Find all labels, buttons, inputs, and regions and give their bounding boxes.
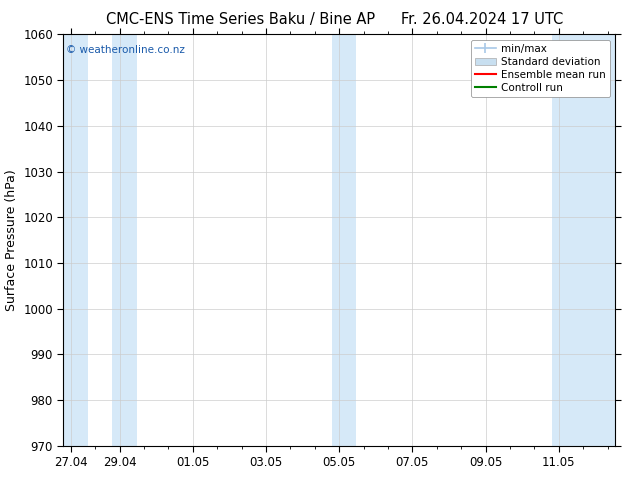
Bar <box>552 34 615 446</box>
Legend: min/max, Standard deviation, Ensemble mean run, Controll run: min/max, Standard deviation, Ensemble me… <box>470 40 610 97</box>
Y-axis label: Surface Pressure (hPa): Surface Pressure (hPa) <box>4 169 18 311</box>
Bar <box>332 34 356 446</box>
Bar <box>112 34 136 446</box>
Text: CMC-ENS Time Series Baku / Bine AP: CMC-ENS Time Series Baku / Bine AP <box>107 12 375 27</box>
Text: Fr. 26.04.2024 17 UTC: Fr. 26.04.2024 17 UTC <box>401 12 563 27</box>
Bar <box>63 34 87 446</box>
Text: © weatheronline.co.nz: © weatheronline.co.nz <box>66 45 185 54</box>
